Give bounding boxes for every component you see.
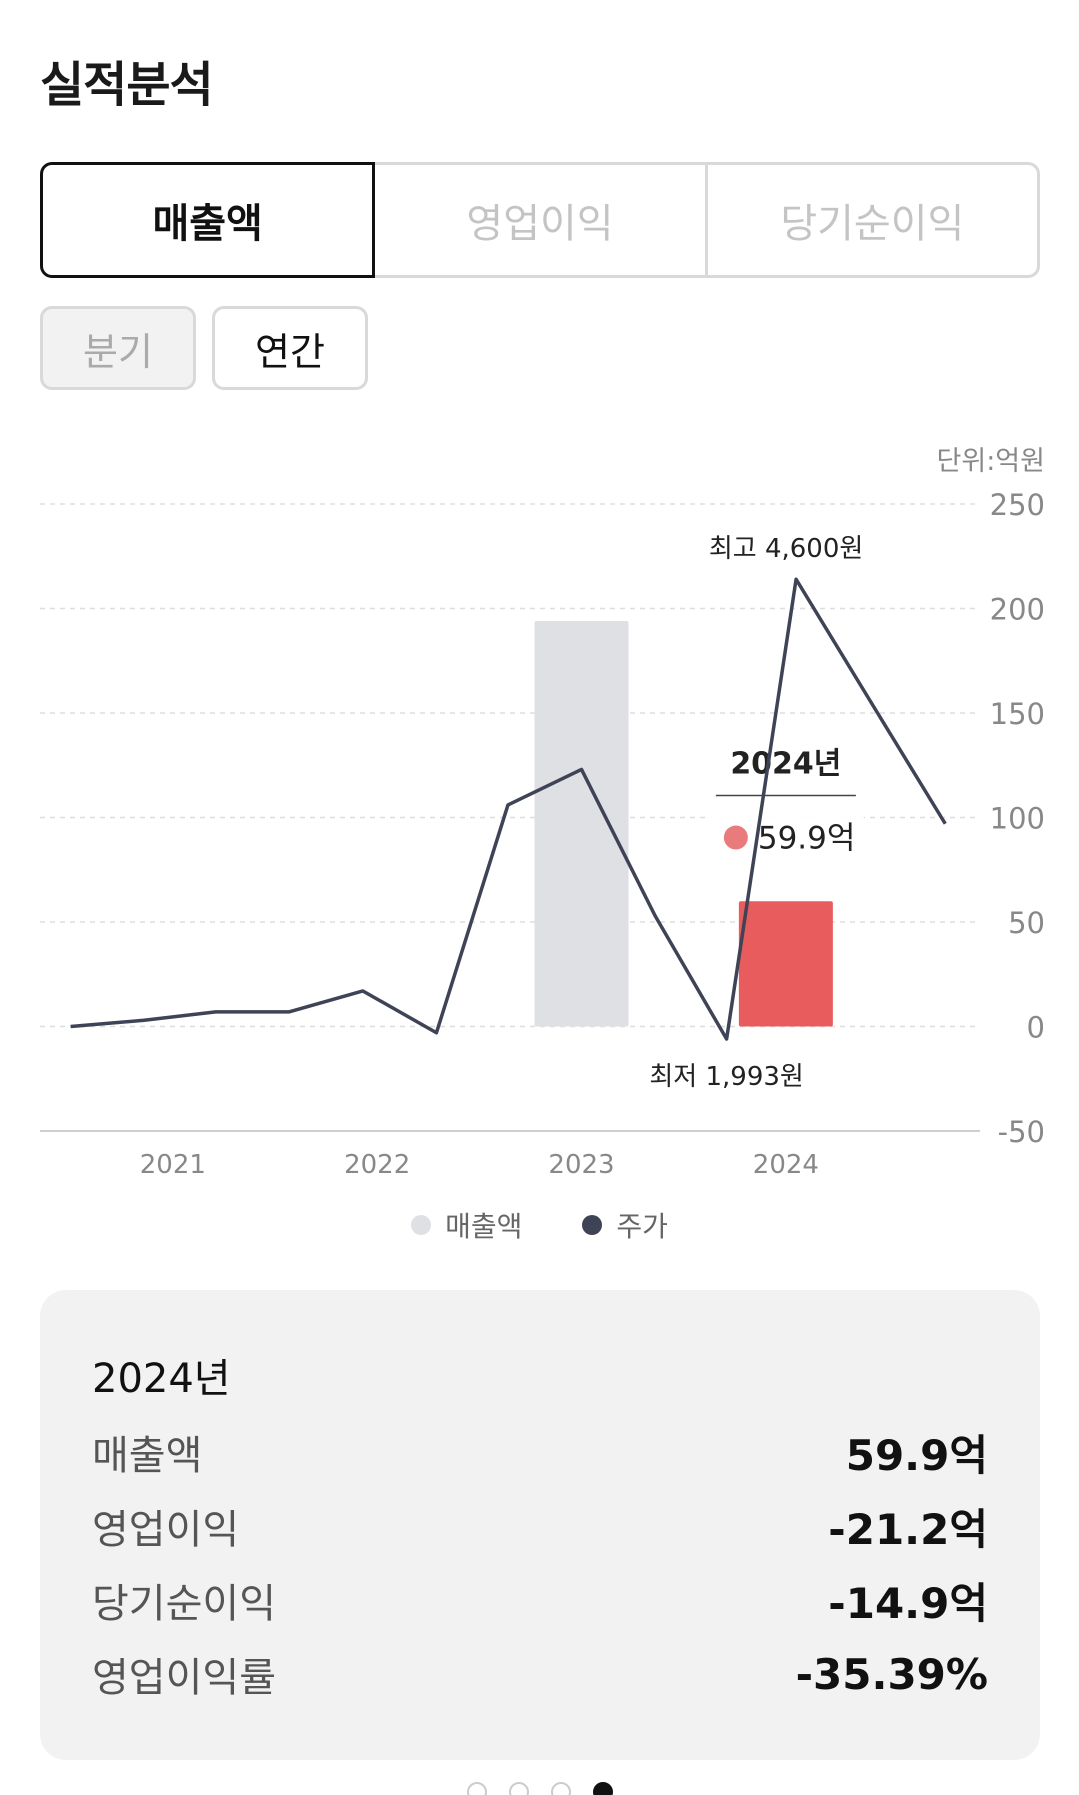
summary-card: 2024년 매출액 59.9억 영업이익 -21.2억 당기순이익 -14.9억… — [40, 1290, 1040, 1760]
low-annotation: 최저 1,993원 — [649, 1062, 803, 1092]
summary-label: 매출액 — [92, 1433, 203, 1479]
bar-highlighted — [738, 901, 833, 1027]
x-tick-label: 2024 — [753, 1150, 819, 1180]
summary-label: 당기순이익 — [92, 1581, 276, 1627]
y-tick-label: -50 — [998, 1115, 1045, 1149]
period-toggle: 분기 연간 — [40, 306, 368, 390]
x-tick-label: 2021 — [140, 1150, 206, 1180]
revenue-chart: 단위:억원 250 200 150 100 50 0 -50 2021 2022 2023 2024 2… — [40, 446, 1045, 1180]
pager-dot[interactable] — [508, 1782, 529, 1795]
legend-item-revenue: 매출액 — [411, 1205, 522, 1245]
tooltip-box — [707, 725, 864, 876]
y-tick-label: 200 — [990, 593, 1045, 627]
summary-value: -35.39% — [795, 1649, 988, 1699]
summary-row-operating-profit: 영업이익 -21.2억 — [92, 1496, 988, 1556]
y-tick-label: 50 — [1008, 906, 1045, 940]
pager-dot[interactable] — [466, 1782, 487, 1795]
summary-value: -14.9억 — [828, 1578, 988, 1628]
summary-label: 영업이익 — [92, 1507, 240, 1553]
bar — [534, 621, 629, 1027]
tooltip-title: 2024년 — [730, 747, 841, 782]
summary-row-revenue: 매출액 59.9억 — [92, 1422, 988, 1482]
tooltip-dot — [723, 825, 748, 850]
x-tick-label: 2023 — [548, 1150, 614, 1180]
annual-button[interactable]: 연간 — [212, 306, 368, 390]
summary-value: 59.9억 — [845, 1430, 988, 1480]
summary-row-operating-margin: 영업이익률 -35.39% — [92, 1644, 988, 1704]
tab-revenue[interactable]: 매출액 — [40, 162, 376, 278]
summary-value: -21.2억 — [828, 1504, 988, 1554]
unit-label: 단위:억원 — [937, 446, 1045, 477]
tooltip-value: 59.9억 — [758, 821, 856, 857]
summary-year: 2024년 — [92, 1356, 231, 1402]
summary-row-net-income: 당기순이익 -14.9억 — [92, 1570, 988, 1630]
y-tick-label: 0 — [1027, 1011, 1045, 1045]
legend-label-price: 주가 — [616, 1210, 668, 1243]
legend-dot-revenue — [411, 1215, 432, 1235]
x-tick-label: 2022 — [344, 1150, 410, 1180]
legend-dot-price — [582, 1215, 603, 1235]
tab-operating-profit[interactable]: 영업이익 — [375, 162, 708, 278]
pager — [0, 1782, 1079, 1795]
summary-label: 영업이익률 — [92, 1655, 276, 1701]
quarterly-button[interactable]: 분기 — [40, 306, 196, 390]
pager-dot[interactable] — [550, 1782, 571, 1795]
pager-dot-active[interactable] — [592, 1782, 613, 1795]
legend-label-revenue: 매출액 — [445, 1210, 523, 1243]
tab-net-income[interactable]: 당기순이익 — [707, 162, 1040, 278]
high-annotation: 최고 4,600원 — [709, 534, 863, 564]
metric-tabs: 매출액 영업이익 당기순이익 — [40, 162, 1040, 278]
y-tick-label: 150 — [990, 697, 1045, 731]
chart-legend: 매출액 주가 — [0, 1205, 1079, 1245]
price-line — [70, 577, 947, 1041]
y-tick-label: 100 — [990, 802, 1045, 836]
page-title: 실적분석 — [40, 57, 214, 113]
y-tick-label: 250 — [990, 488, 1045, 522]
legend-item-price: 주가 — [582, 1205, 668, 1245]
